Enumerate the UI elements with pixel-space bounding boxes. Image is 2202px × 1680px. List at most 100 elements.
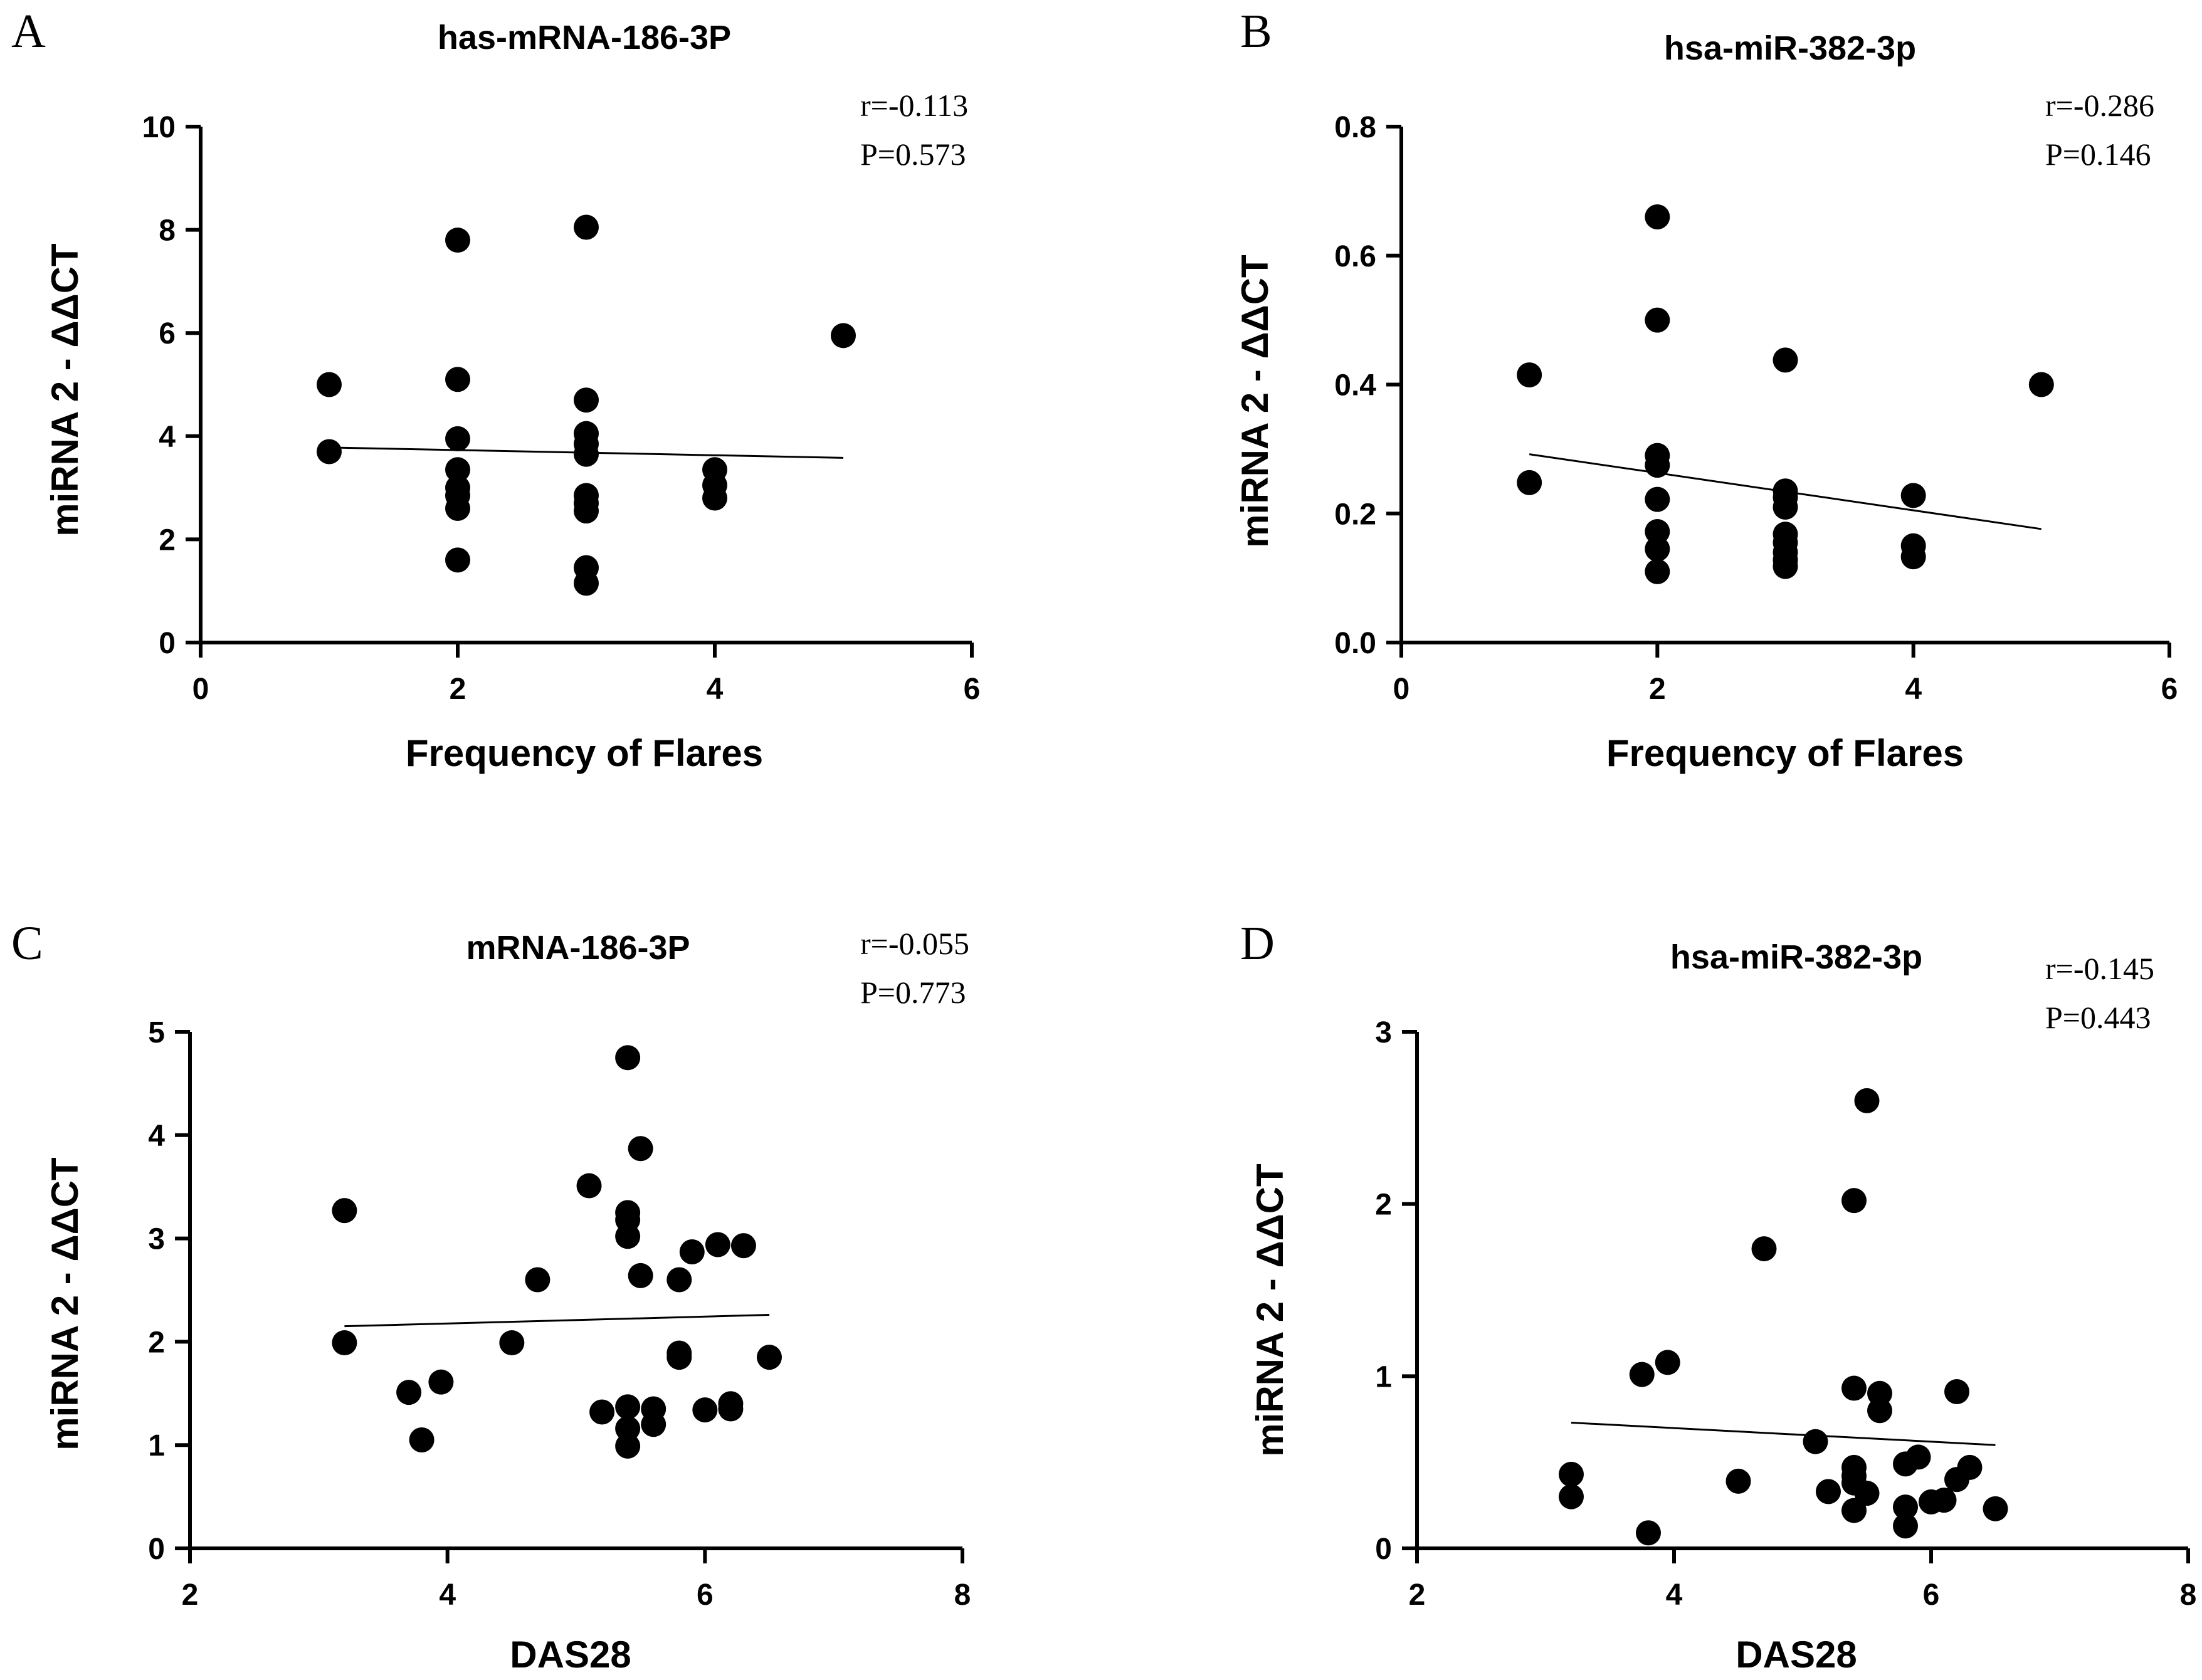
- panel-b-data-point: [1773, 494, 1798, 520]
- panel-b-p-value: P=0.146: [2045, 137, 2151, 172]
- panel-d-x-tick-label: 6: [1923, 1578, 1940, 1612]
- panel-c-data-point: [679, 1239, 705, 1265]
- panel-c-regression-line: [344, 1314, 770, 1328]
- panel-b-x-tick-label: 0: [1393, 673, 1410, 706]
- panel-a-data-point: [317, 439, 342, 465]
- panel-b-data-point: [1645, 204, 1670, 230]
- panel-d-data-point: [1841, 1375, 1867, 1401]
- panel-letter-d: D: [1240, 917, 1275, 970]
- panel-a: A has-mRNA-186-3P r=-0.113 P=0.573 Frequ…: [11, 5, 980, 774]
- panel-d-data-point: [1893, 1513, 1918, 1539]
- panel-c-data-point: [332, 1198, 357, 1224]
- panel-a-data-point: [702, 485, 727, 511]
- panel-c-data-point: [615, 1415, 641, 1441]
- panel-a-data-point: [574, 570, 599, 596]
- panel-d: D hsa-miR-382-3p r=-0.145 P=0.443 DAS28 …: [1240, 917, 2196, 1676]
- panel-d-data-point: [1841, 1498, 1867, 1523]
- panel-a-title: has-mRNA-186-3P: [438, 19, 731, 56]
- panel-b-y-tick-label: 0.4: [1334, 369, 1376, 402]
- panel-d-x-tick-label: 4: [1666, 1578, 1683, 1612]
- panel-a-r-value: r=-0.113: [860, 88, 968, 123]
- panel-b-data-point: [1645, 559, 1670, 584]
- panel-c-data-point: [409, 1427, 435, 1452]
- panel-d-data-point: [1751, 1236, 1777, 1262]
- panel-d-regression-line: [1571, 1421, 1996, 1446]
- panel-a-data-point: [574, 387, 599, 413]
- panel-b-data-point: [2028, 372, 2054, 397]
- panel-c-title: mRNA-186-3P: [466, 929, 690, 967]
- panel-a-y-tick-label: 4: [159, 421, 176, 454]
- panel-a-data-point: [445, 496, 470, 522]
- panel-b-x-tick-label: 4: [1905, 673, 1922, 706]
- panel-d-p-value: P=0.443: [2045, 1000, 2151, 1035]
- panel-b-data-point: [1645, 307, 1670, 333]
- panel-letter-c: C: [11, 917, 43, 970]
- panel-d-data-point: [1841, 1188, 1867, 1214]
- panel-c-data-point: [576, 1173, 602, 1199]
- panel-b: B hsa-miR-382-3p r=-0.286 P=0.146 Freque…: [1234, 5, 2178, 774]
- panel-c-plot-area: 2 4 6 8 0 1 2 3 4 5: [148, 1016, 971, 1612]
- panel-b-data-point: [1517, 362, 1542, 388]
- panel-c-data-point: [666, 1267, 692, 1293]
- panel-c-data-point: [589, 1399, 615, 1425]
- panel-a-x-tick-label: 4: [707, 673, 724, 706]
- panel-a-data-point: [445, 367, 470, 392]
- panel-a-data-point: [445, 457, 470, 483]
- panel-b-data-point: [1645, 453, 1670, 478]
- panel-a-data-point: [445, 547, 470, 573]
- panel-d-y-tick-label: 3: [1375, 1016, 1392, 1049]
- panel-a-y-tick-label: 6: [159, 317, 176, 350]
- panel-a-p-value: P=0.573: [860, 137, 966, 172]
- panel-d-data-point: [1905, 1444, 1931, 1470]
- panel-b-y-axis-label: miRNA 2 - ΔΔCT: [1234, 255, 1276, 547]
- panel-d-y-tick-label: 0: [1375, 1533, 1392, 1566]
- panel-d-data-point: [1867, 1398, 1892, 1424]
- panel-b-x-tick-label: 6: [2161, 673, 2178, 706]
- panel-c-data-point: [718, 1396, 744, 1422]
- panel-b-data-point: [1517, 470, 1542, 495]
- panel-d-y-axis-label: miRNA 2 - ΔΔCT: [1249, 1163, 1291, 1456]
- panel-c-x-axis-label: DAS28: [510, 1634, 631, 1676]
- panel-a-data-point: [445, 426, 470, 451]
- panel-a-x-tick-label: 0: [192, 673, 209, 706]
- panel-b-y-tick-label: 0.8: [1334, 111, 1376, 144]
- panel-d-x-tick-label: 2: [1409, 1578, 1426, 1612]
- panel-d-data-point: [1636, 1520, 1661, 1546]
- panel-a-y-tick-label: 10: [142, 111, 176, 144]
- panel-c-data-point: [525, 1267, 550, 1293]
- panel-d-title: hsa-miR-382-3p: [1670, 938, 1922, 976]
- panel-d-data-point: [1867, 1380, 1892, 1406]
- panel-c-y-tick-label: 1: [148, 1429, 165, 1462]
- panel-d-data-point: [1816, 1479, 1841, 1504]
- panel-c-data-point: [730, 1233, 756, 1259]
- panel-b-x-tick-label: 2: [1649, 673, 1666, 706]
- panel-b-data-point: [1900, 483, 1926, 508]
- panel-c-data-point: [396, 1380, 422, 1405]
- panel-c-data-point: [705, 1232, 730, 1257]
- panel-c-y-tick-label: 0: [148, 1533, 165, 1566]
- panel-c-y-tick-label: 2: [148, 1326, 165, 1359]
- panel-d-data-point: [1559, 1484, 1584, 1509]
- panel-a-y-axis-label: miRNA 2 - ΔΔCT: [44, 243, 86, 536]
- panel-c-y-axis-label: miRNA 2 - ΔΔCT: [44, 1157, 86, 1450]
- panel-a-plot-area: 0 2 4 6 0 2 4 6 8 10: [142, 111, 981, 706]
- panel-d-y-tick-label: 1: [1375, 1360, 1392, 1394]
- panel-c-y-tick-label: 4: [148, 1120, 165, 1153]
- panel-letter-a: A: [11, 5, 46, 58]
- panel-a-data-point: [574, 441, 599, 467]
- panel-letter-b: B: [1240, 5, 1272, 58]
- panel-d-data-point: [1931, 1488, 1957, 1513]
- panel-b-y-tick-label: 0.6: [1334, 240, 1376, 273]
- panel-c-data-point: [628, 1263, 653, 1288]
- panel-b-data-point: [1773, 347, 1798, 373]
- panel-c-data-point: [615, 1394, 641, 1420]
- panel-b-y-tick-label: 0.2: [1334, 498, 1376, 531]
- panel-a-data-point: [831, 323, 856, 349]
- panel-c-data-point: [615, 1045, 641, 1071]
- panel-c-data-point: [332, 1330, 357, 1356]
- panel-d-data-point: [1957, 1454, 1983, 1480]
- panel-c-y-tick-label: 5: [148, 1016, 165, 1049]
- panel-d-data-point: [1893, 1494, 1918, 1520]
- panel-d-data-point: [1854, 1481, 1880, 1506]
- panel-d-data-point: [1725, 1468, 1751, 1494]
